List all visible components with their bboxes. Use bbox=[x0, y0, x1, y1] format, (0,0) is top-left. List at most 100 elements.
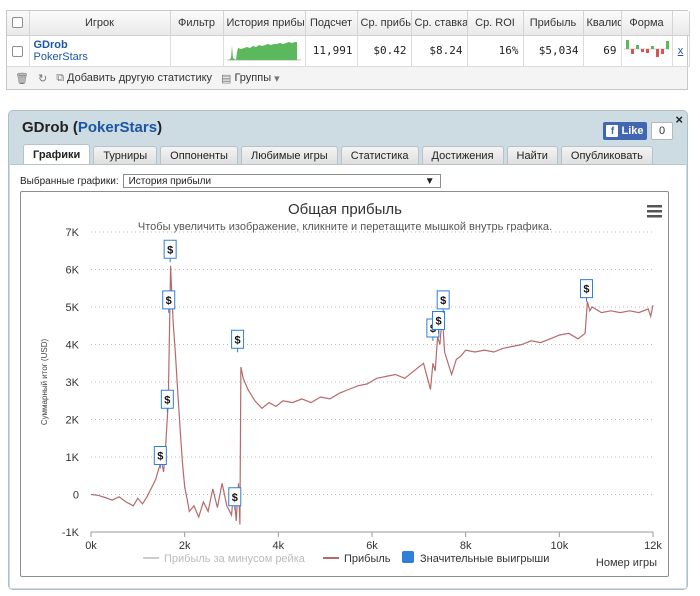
legend-big-wins-swatch bbox=[402, 551, 414, 563]
facebook-like-button[interactable]: f Like bbox=[603, 122, 647, 140]
facebook-icon: f bbox=[606, 125, 619, 137]
chart-select-row: Выбранные графики: История прибыли ▼ bbox=[20, 174, 441, 188]
tab-opponents[interactable]: Оппоненты bbox=[160, 146, 238, 165]
legend-label-big-wins: Значительные выигрыши bbox=[420, 553, 549, 565]
big-win-flag: $ bbox=[163, 239, 177, 263]
tab-tournaments[interactable]: Турниры bbox=[93, 146, 158, 165]
profit-series-line bbox=[90, 265, 654, 525]
filter-cell bbox=[170, 35, 224, 67]
row-checkbox-cell[interactable] bbox=[7, 35, 30, 67]
legend-label-rake: Прибыль за минусом рейка bbox=[164, 553, 306, 565]
tab-statistics[interactable]: Статистика bbox=[340, 146, 419, 165]
y-tick-label: 6K bbox=[66, 265, 80, 277]
chart-select-dropdown[interactable]: История прибыли ▼ bbox=[122, 174, 441, 188]
panel-body: Выбранные графики: История прибыли ▼ Общ… bbox=[10, 164, 686, 588]
col-header-filter[interactable]: Фильтр bbox=[170, 11, 224, 36]
player-name-link[interactable]: GDrob bbox=[33, 38, 68, 51]
col-header-profit-history[interactable]: История прибы bbox=[223, 11, 306, 36]
avg-profit-cell: $0.42 bbox=[357, 35, 412, 67]
tab-achievements[interactable]: Достижения bbox=[421, 146, 504, 165]
tab-find[interactable]: Найти bbox=[506, 146, 558, 165]
col-header-form[interactable]: Форма bbox=[621, 11, 673, 36]
x-tick-label: 4k bbox=[273, 540, 285, 552]
col-header-ability[interactable]: Квалиф bbox=[583, 11, 622, 36]
y-tick-label: 5K bbox=[66, 302, 80, 314]
select-all-header[interactable] bbox=[7, 11, 30, 36]
like-count: 0 bbox=[651, 122, 673, 140]
flag-box bbox=[231, 329, 245, 349]
close-icon[interactable]: × bbox=[675, 112, 683, 127]
col-header-avg-stake[interactable]: Ср. ставка bbox=[411, 11, 468, 36]
groups-button[interactable]: ▤ Группы ▾ bbox=[221, 72, 280, 85]
dropdown-arrow-icon: ▼ bbox=[424, 175, 435, 187]
col-header-remove bbox=[672, 11, 690, 36]
avg-roi-cell: 16% bbox=[467, 35, 524, 67]
profit-history-sparkline bbox=[227, 42, 301, 61]
remove-player-link[interactable]: x bbox=[677, 45, 684, 57]
y-tick-label: 2K bbox=[66, 415, 80, 427]
tab-bar: Графики Турниры Оппоненты Любимые игры С… bbox=[23, 144, 653, 165]
legend-item-big-wins[interactable]: Значительные выигрыши bbox=[402, 551, 549, 565]
trash-icon[interactable]: 🗑 bbox=[15, 72, 29, 85]
flag-box bbox=[162, 290, 176, 310]
x-tick-label: 6k bbox=[366, 540, 378, 552]
flag-box bbox=[228, 487, 242, 507]
add-stats-button[interactable]: ⧉ Добавить другую статистику bbox=[56, 72, 212, 85]
refresh-icon[interactable]: ↻ bbox=[37, 72, 48, 85]
big-win-flag: $ bbox=[162, 290, 176, 313]
col-header-hands[interactable]: Подсчет bbox=[305, 11, 358, 36]
tab-charts[interactable]: Графики bbox=[23, 144, 91, 165]
flag-label: $ bbox=[583, 284, 589, 296]
groups-icon: ▤ bbox=[221, 72, 232, 85]
flag-label: $ bbox=[167, 244, 173, 256]
col-header-player[interactable]: Игрок bbox=[29, 11, 171, 36]
profit-history-sparkline-cell bbox=[223, 35, 306, 67]
chart-grid bbox=[91, 231, 653, 533]
player-site-link[interactable]: PokerStars bbox=[33, 50, 88, 63]
x-axis-title: Номер игры bbox=[596, 557, 657, 569]
big-win-flag: $ bbox=[231, 329, 245, 353]
row-checkbox[interactable] bbox=[12, 45, 24, 57]
col-header-avg-profit[interactable]: Ср. прибы bbox=[357, 11, 412, 36]
select-all-checkbox[interactable] bbox=[12, 17, 24, 29]
flag-label: $ bbox=[235, 334, 241, 346]
y-tick-label: 1K bbox=[66, 452, 80, 464]
like-label: Like bbox=[621, 125, 644, 137]
tab-publish[interactable]: Опубликовать bbox=[560, 146, 653, 165]
flag-label: $ bbox=[157, 451, 163, 463]
ability-cell: 69 bbox=[583, 35, 622, 67]
chart-title: Общая прибыль bbox=[288, 201, 402, 218]
col-header-avg-roi[interactable]: Ср. ROI bbox=[467, 11, 524, 36]
chevron-down-icon: ▾ bbox=[274, 72, 280, 85]
big-win-flag: $ bbox=[436, 290, 450, 313]
y-tick-label: 3K bbox=[66, 377, 80, 389]
col-header-profit[interactable]: Прибыль bbox=[523, 11, 584, 36]
chart-select-value: История прибыли bbox=[128, 175, 212, 187]
panel-site-link[interactable]: PokerStars bbox=[77, 119, 158, 136]
big-win-flag: $ bbox=[228, 487, 242, 510]
flag-box bbox=[163, 239, 177, 259]
flag-box bbox=[160, 389, 174, 409]
avg-stake-cell: $8.24 bbox=[411, 35, 468, 67]
flag-box bbox=[579, 279, 593, 299]
x-axis-ticks: 0k 2k 4k 6k 8k 10k 12k bbox=[85, 532, 662, 552]
copy-icon: ⧉ bbox=[56, 71, 65, 84]
table-row: GDrob PokerStars 11,991 $0.42 $8.24 16% … bbox=[7, 35, 690, 67]
legend-item-profit[interactable]: Прибыль bbox=[323, 553, 391, 565]
legend-label-profit: Прибыль bbox=[344, 553, 391, 565]
hands-cell: 11,991 bbox=[305, 35, 358, 67]
big-win-flag: $ bbox=[432, 311, 446, 334]
chart-menu-icon[interactable] bbox=[647, 205, 662, 218]
stats-panel: Игрок Фильтр История прибы Подсчет Ср. п… bbox=[6, 10, 690, 90]
tab-favorite-games[interactable]: Любимые игры bbox=[240, 146, 338, 165]
x-tick-label: 12k bbox=[644, 540, 662, 552]
stats-footer: 🗑 ↻ ⧉ Добавить другую статистику ▤ Групп… bbox=[7, 66, 687, 89]
profit-chart[interactable]: Общая прибыль Чтобы увеличить изображени… bbox=[21, 192, 670, 578]
add-stats-label: Добавить другую статистику bbox=[67, 72, 213, 84]
x-tick-label: 8k bbox=[460, 540, 472, 552]
chart-legend: Прибыль за минусом рейка Прибыль Значите… bbox=[143, 551, 549, 565]
groups-label: Группы bbox=[234, 72, 272, 84]
legend-item-rake[interactable]: Прибыль за минусом рейка bbox=[143, 553, 306, 565]
flag-label: $ bbox=[232, 492, 238, 504]
y-tick-label: -1K bbox=[62, 527, 80, 539]
